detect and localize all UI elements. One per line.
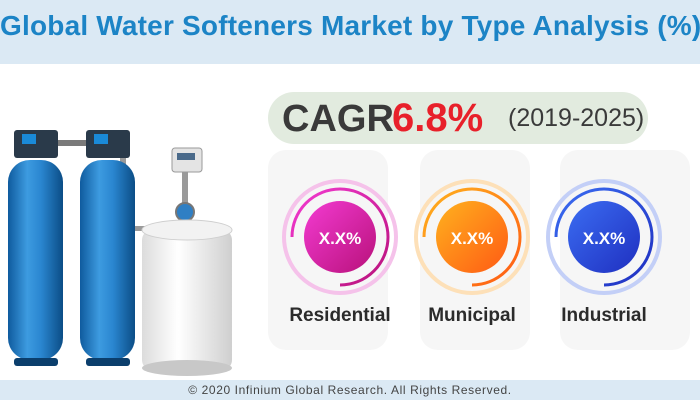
residential-value: X.X% <box>318 229 362 248</box>
industrial-ring-icon <box>546 179 662 295</box>
segment-industrial: X.X% Industrial <box>544 175 664 335</box>
water-softener-image <box>8 130 233 376</box>
cagr-period: (2019-2025) <box>508 104 645 132</box>
residential-ring-icon <box>282 179 398 295</box>
industrial-value: X.X% <box>582 229 626 248</box>
industrial-label: Industrial <box>561 305 647 326</box>
municipal-ring-icon <box>414 179 530 295</box>
segment-residential: X.X% Residential <box>280 175 400 335</box>
cagr-label: CAGR <box>282 98 394 140</box>
municipal-value: X.X% <box>450 229 494 248</box>
cagr-value: 6.8% <box>392 96 484 140</box>
residential-label: Residential <box>289 305 391 326</box>
copyright-footer: © 2020 Infinium Global Research. All Rig… <box>0 380 700 400</box>
segment-municipal: X.X% Municipal <box>412 175 532 335</box>
title-bar <box>0 0 700 64</box>
page-title: Global Water Softeners Market by Type An… <box>0 10 700 41</box>
cagr-badge: CAGR 6.8% (2019-2025) <box>268 92 648 144</box>
municipal-label: Municipal <box>428 305 516 326</box>
